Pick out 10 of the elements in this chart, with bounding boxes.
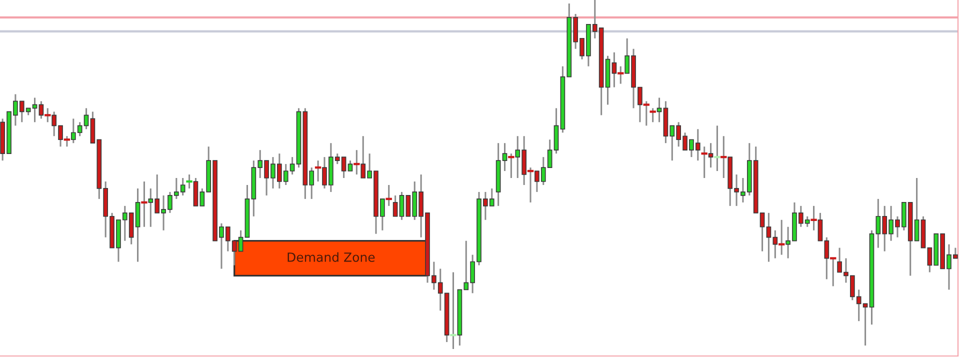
band-label: Demand Zone xyxy=(288,252,375,262)
candlestick xyxy=(450,271,456,350)
candlestick xyxy=(348,160,353,172)
candlestick xyxy=(399,191,404,221)
candlestick xyxy=(84,107,89,130)
candlestick xyxy=(186,174,192,190)
candlestick xyxy=(502,142,508,172)
candlestick xyxy=(714,124,720,172)
candlestick xyxy=(392,194,398,218)
candlestick xyxy=(141,180,148,228)
